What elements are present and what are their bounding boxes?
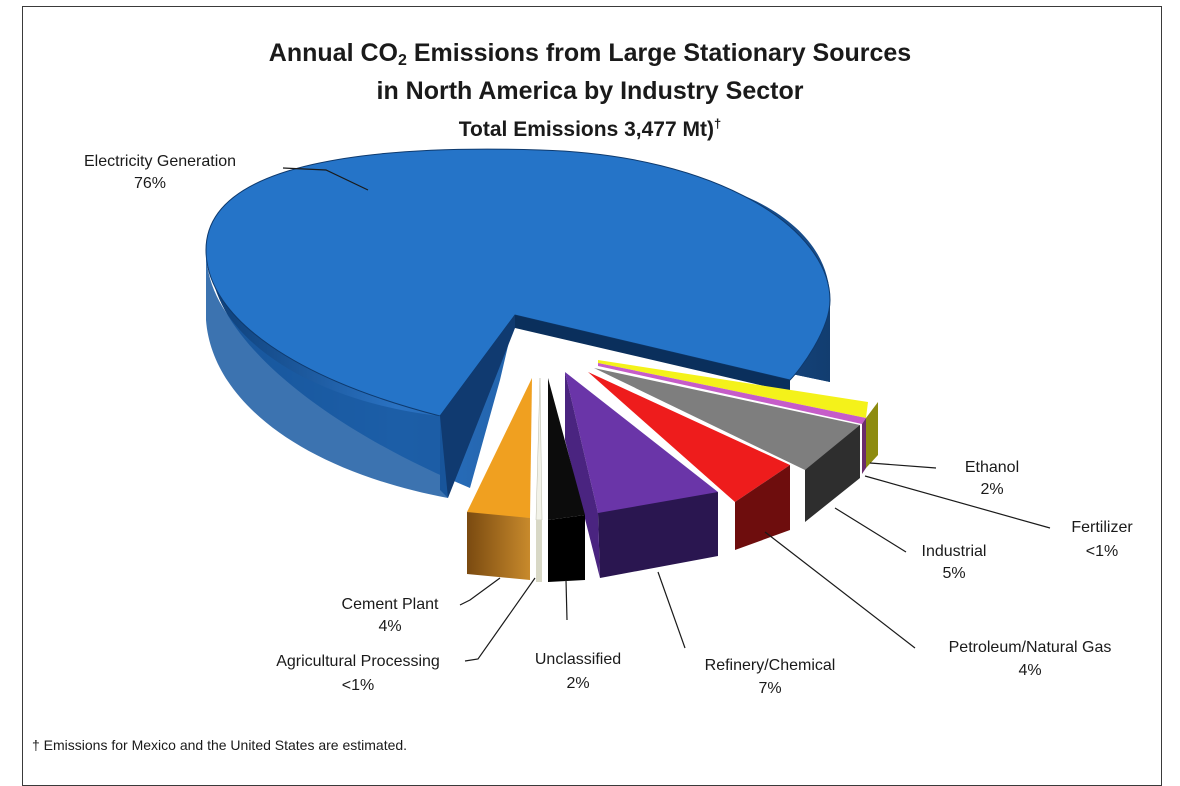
label-electricity-generation-name: Electricity Generation bbox=[84, 153, 236, 170]
label-agricultural-processing-value: <1% bbox=[342, 677, 374, 694]
label-unclassified-value: 2% bbox=[566, 675, 589, 692]
label-fertilizer-name: Fertilizer bbox=[1071, 519, 1133, 536]
label-refinery-chemical-name: Refinery/Chemical bbox=[705, 657, 836, 674]
slice-agricultural-processing bbox=[536, 378, 542, 582]
label-agricultural-processing-name: Agricultural Processing bbox=[276, 653, 440, 670]
label-cement-plant-value: 4% bbox=[378, 618, 401, 635]
pie-chart: Electricity Generation 76% Ethanol 2% Fe… bbox=[0, 0, 1180, 769]
label-cement-plant-name: Cement Plant bbox=[342, 596, 439, 613]
footnote: † Emissions for Mexico and the United St… bbox=[32, 737, 407, 753]
label-unclassified-name: Unclassified bbox=[535, 651, 621, 668]
label-industrial-value: 5% bbox=[942, 565, 965, 582]
label-petroleum-natural-gas-name: Petroleum/Natural Gas bbox=[949, 639, 1112, 656]
label-petroleum-natural-gas-value: 4% bbox=[1018, 662, 1041, 679]
label-industrial-name: Industrial bbox=[922, 543, 987, 560]
label-electricity-generation-value: 76% bbox=[134, 175, 166, 192]
label-ethanol-name: Ethanol bbox=[965, 459, 1019, 476]
label-ethanol-value: 2% bbox=[980, 481, 1003, 498]
label-fertilizer-value: <1% bbox=[1086, 543, 1118, 560]
label-refinery-chemical-value: 7% bbox=[758, 680, 781, 697]
